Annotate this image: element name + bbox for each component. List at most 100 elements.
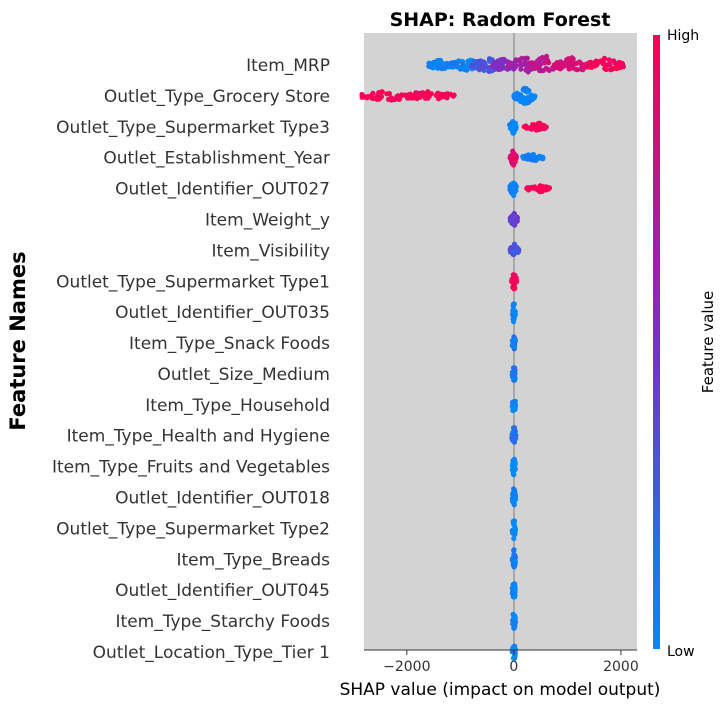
shap-point (528, 92, 534, 98)
shap-point (533, 185, 539, 191)
shap-point (376, 96, 382, 102)
feature-row: Outlet_Identifier_OUT045 (115, 581, 518, 601)
shap-point (413, 90, 419, 96)
feature-row: Item_MRP (246, 53, 627, 76)
shap-point (537, 155, 543, 161)
feature-label: Item_Type_Household (145, 396, 330, 416)
shap-point (516, 91, 522, 97)
shap-point (511, 548, 517, 554)
shap-point (515, 248, 522, 255)
feature-label: Item_Type_Fruits and Vegetables (52, 458, 330, 478)
shap-point (600, 61, 606, 67)
shap-point (511, 643, 518, 649)
shap-point (510, 425, 517, 431)
feature-row: Item_Type_Starchy Foods (116, 611, 519, 632)
feature-row: Item_Type_Snack Foods (129, 334, 519, 354)
shap-point (512, 154, 518, 160)
shap-point (525, 185, 531, 191)
shap-point (399, 92, 405, 98)
shap-point (524, 153, 531, 159)
shap-point (518, 66, 524, 72)
shap-point (533, 60, 539, 66)
shap-point (611, 58, 617, 64)
shap-point (511, 564, 517, 570)
shap-point (510, 180, 517, 186)
shap-point (510, 584, 516, 590)
shap-point (512, 650, 518, 656)
shap-point (511, 518, 518, 524)
shap-point (507, 185, 514, 191)
shap-point (496, 60, 502, 66)
shap-point (508, 60, 514, 66)
shap-point (511, 439, 517, 445)
shap-point (511, 249, 517, 255)
shap-point (511, 456, 517, 462)
shap-point (543, 66, 549, 72)
x-axis-label: SHAP value (impact on model output) (340, 680, 661, 700)
shap-point (426, 91, 432, 97)
shap-point (417, 94, 423, 100)
feature-label: Item_Visibility (212, 241, 330, 261)
shap-point (460, 66, 466, 72)
shap-point (448, 64, 454, 70)
shap-point (540, 125, 547, 131)
shap-point (511, 625, 517, 631)
shap-point (511, 620, 517, 626)
shap-point (568, 63, 574, 69)
shap-point (544, 57, 551, 64)
plot-area (364, 33, 637, 650)
shap-point (509, 466, 515, 472)
shap-point (512, 338, 518, 344)
shap-point (511, 531, 517, 537)
feature-label: Item_Type_Snack Foods (129, 334, 330, 354)
shap-point (609, 66, 615, 72)
shap-point (480, 61, 486, 67)
colorbar (653, 35, 660, 649)
shap-point (563, 62, 569, 69)
shap-point (574, 67, 580, 73)
shap-point (509, 278, 515, 284)
feature-label: Outlet_Identifier_OUT045 (115, 581, 330, 601)
shap-point (510, 486, 517, 492)
feature-row: Outlet_Identifier_OUT018 (115, 486, 519, 509)
shap-point (426, 63, 432, 69)
feature-label: Item_Weight_y (205, 210, 330, 230)
shap-point (507, 155, 513, 161)
shap-point (388, 97, 395, 103)
feature-row: Outlet_Type_Supermarket Type2 (56, 518, 519, 542)
shap-point (527, 125, 534, 131)
shap-point (444, 93, 450, 99)
shap-point (489, 68, 495, 74)
shap-point (614, 65, 620, 72)
feature-rows: Item_MRP Outlet_Type_Grocery Store Outlet_… (52, 53, 627, 663)
shap-point (603, 66, 609, 72)
shap-point (529, 157, 535, 163)
shap-point (486, 58, 493, 64)
shap-point (606, 57, 612, 63)
shap-point (511, 399, 517, 405)
shap-point (511, 188, 517, 194)
shap-point (573, 60, 579, 66)
feature-row: Outlet_Size_Medium (157, 365, 518, 385)
x-tick-label: 2000 (603, 659, 639, 675)
shap-point (512, 376, 518, 382)
feature-row: Item_Type_Breads (176, 547, 519, 570)
feature-label: Outlet_Identifier_OUT018 (115, 489, 330, 509)
shap-point (578, 66, 584, 72)
shap-point (512, 495, 518, 501)
shap-point (536, 126, 542, 133)
colorbar-high-label: High (667, 28, 699, 44)
shap-point (539, 54, 546, 61)
shap-point (384, 91, 390, 97)
shap-point (510, 471, 516, 477)
feature-label: Outlet_Type_Supermarket Type3 (56, 118, 330, 138)
shap-point (553, 64, 559, 70)
shap-point (619, 61, 626, 67)
shap-point (422, 95, 428, 101)
shap-point (521, 86, 527, 92)
y-axis-label: Feature Names (6, 251, 30, 430)
shap-point (536, 120, 542, 126)
shap-point (510, 302, 516, 308)
shap-point (511, 95, 518, 101)
